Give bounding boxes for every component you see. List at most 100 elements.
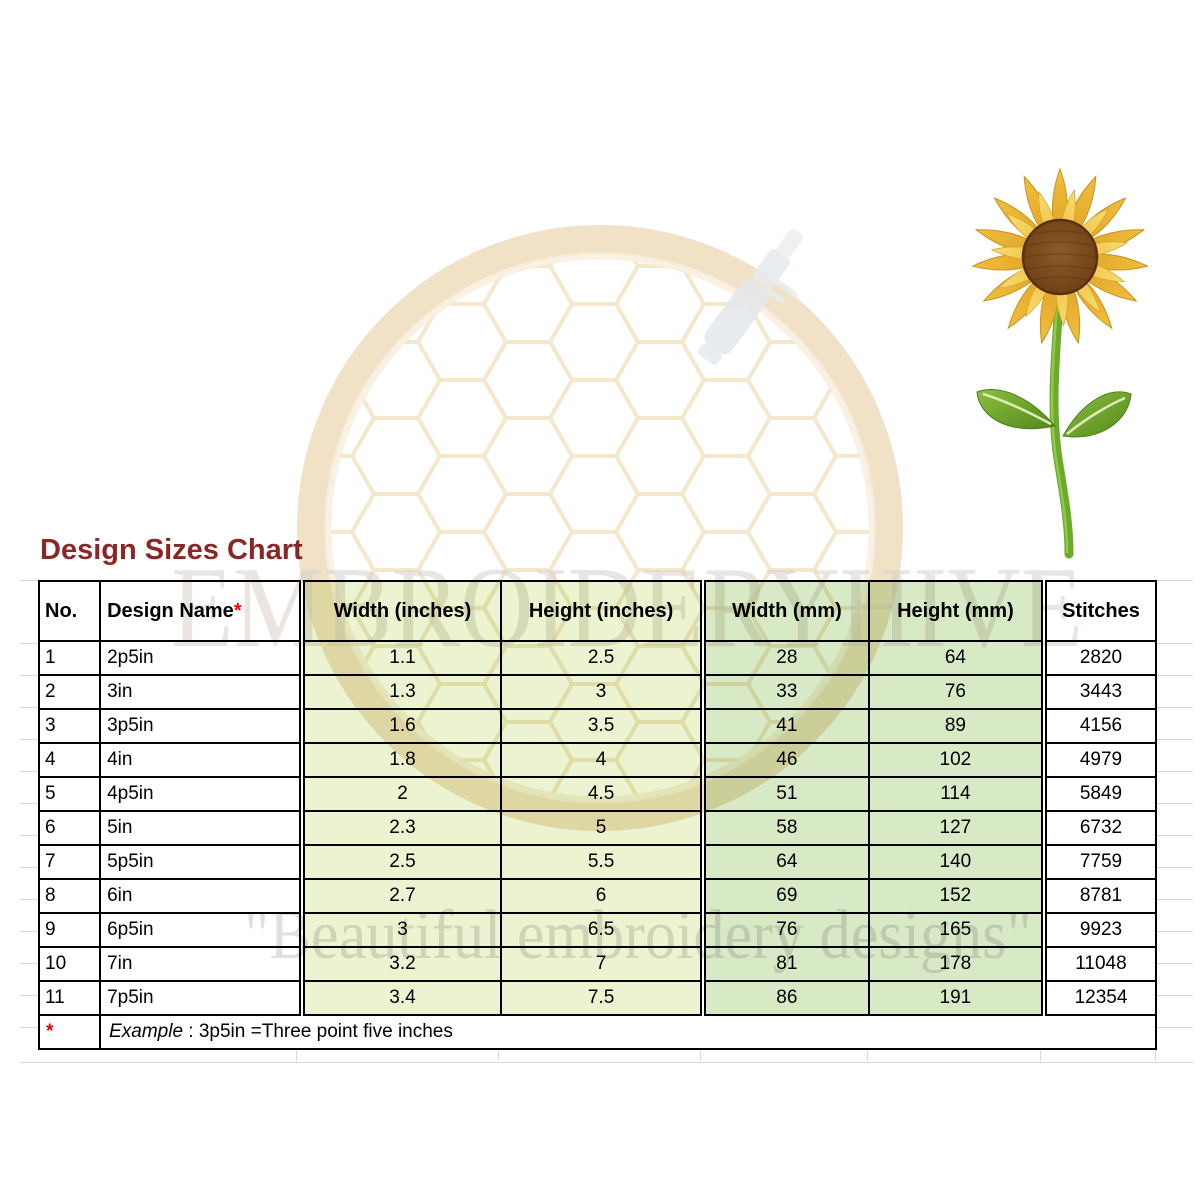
- column-header-width-mm: Width (mm): [699, 580, 870, 642]
- sunflower-leaf-left: [976, 389, 1056, 430]
- cell-w_mm: 33: [699, 674, 870, 710]
- cell-name: 3p5in: [99, 708, 303, 744]
- gridline-stubs-right: [1157, 643, 1193, 1029]
- cell-stitches: 4156: [1040, 708, 1158, 744]
- column-header-height-inches: Height (inches): [500, 580, 704, 642]
- cell-h_mm: 102: [867, 742, 1045, 778]
- cell-w_in: 1.6: [298, 708, 503, 744]
- header-row: No. Design Name* Width (inches) Height (…: [37, 580, 1158, 642]
- cell-name: 4in: [99, 742, 303, 778]
- cell-name: 5p5in: [99, 844, 303, 880]
- cell-w_mm: 69: [699, 878, 870, 914]
- table-row: 7 5p5in 2.5 5.5 64 140 7759: [37, 844, 1158, 880]
- sunflower-embroidery-image: [971, 168, 1149, 559]
- cell-no: 10: [37, 946, 102, 982]
- cell-w_in: 1.8: [298, 742, 503, 778]
- cell-h_in: 4: [500, 742, 704, 778]
- cell-w_in: 1.1: [298, 640, 503, 676]
- cell-h_mm: 114: [867, 776, 1045, 812]
- cell-stitches: 9923: [1040, 912, 1158, 948]
- cell-h_mm: 89: [867, 708, 1045, 744]
- cell-stitches: 12354: [1040, 980, 1158, 1016]
- cell-h_in: 7: [500, 946, 704, 982]
- cell-w_mm: 86: [699, 980, 870, 1016]
- cell-w_in: 3.4: [298, 980, 503, 1016]
- table-row: 8 6in 2.7 6 69 152 8781: [37, 878, 1158, 914]
- cell-w_mm: 76: [699, 912, 870, 948]
- cell-h_mm: 191: [867, 980, 1045, 1016]
- page-title: Design Sizes Chart: [40, 534, 303, 566]
- cell-w_in: 2: [298, 776, 503, 812]
- cell-h_in: 5.5: [500, 844, 704, 880]
- column-header-height-mm: Height (mm): [867, 580, 1045, 642]
- cell-stitches: 4979: [1040, 742, 1158, 778]
- cell-w_in: 3: [298, 912, 503, 948]
- table-row: 4 4in 1.8 4 46 102 4979: [37, 742, 1158, 778]
- cell-w_mm: 58: [699, 810, 870, 846]
- cell-name: 5in: [99, 810, 303, 846]
- cell-name: 7in: [99, 946, 303, 982]
- needle-icon: [697, 229, 803, 365]
- footnote-example: Example : 3p5in =Three point five inches: [99, 1014, 1157, 1050]
- cell-h_mm: 140: [867, 844, 1045, 880]
- cell-h_in: 3.5: [500, 708, 704, 744]
- design-sizes-table: No. Design Name* Width (inches) Height (…: [37, 580, 1158, 1050]
- cell-h_mm: 152: [867, 878, 1045, 914]
- cell-no: 6: [37, 810, 102, 846]
- table-row: 6 5in 2.3 5 58 127 6732: [37, 810, 1158, 846]
- cell-no: 5: [37, 776, 102, 812]
- footnote-marker: *: [37, 1014, 102, 1050]
- cell-stitches: 6732: [1040, 810, 1158, 846]
- cell-name: 7p5in: [99, 980, 303, 1016]
- cell-h_in: 6: [500, 878, 704, 914]
- cell-name: 6p5in: [99, 912, 303, 948]
- design-sizes-section: Design Sizes Chart No. Design Name* Widt…: [37, 534, 1158, 1050]
- cell-w_in: 2.5: [298, 844, 503, 880]
- cell-h_mm: 76: [867, 674, 1045, 710]
- table-row: 9 6p5in 3 6.5 76 165 9923: [37, 912, 1158, 948]
- cell-stitches: 11048: [1040, 946, 1158, 982]
- cell-stitches: 2820: [1040, 640, 1158, 676]
- gridline-stub: [19, 580, 38, 581]
- footnote-row: * Example : 3p5in =Three point five inch…: [37, 1014, 1157, 1050]
- cell-h_in: 2.5: [500, 640, 704, 676]
- cell-name: 3in: [99, 674, 303, 710]
- cell-w_mm: 46: [699, 742, 870, 778]
- cell-h_mm: 127: [867, 810, 1045, 846]
- cell-no: 4: [37, 742, 102, 778]
- cell-stitches: 3443: [1040, 674, 1158, 710]
- cell-no: 11: [37, 980, 102, 1016]
- cell-stitches: 5849: [1040, 776, 1158, 812]
- cell-stitches: 7759: [1040, 844, 1158, 880]
- gridline-bottom: [19, 1062, 1193, 1063]
- cell-w_in: 1.3: [298, 674, 503, 710]
- cell-w_mm: 81: [699, 946, 870, 982]
- cell-no: 9: [37, 912, 102, 948]
- cell-h_mm: 178: [867, 946, 1045, 982]
- gridline-stub: [1157, 580, 1193, 581]
- column-header-design-name: Design Name*: [99, 580, 303, 642]
- cell-w_mm: 51: [699, 776, 870, 812]
- gridline-stubs-left: [19, 643, 38, 1029]
- cell-w_in: 2.3: [298, 810, 503, 846]
- cell-name: 2p5in: [99, 640, 303, 676]
- cell-h_in: 3: [500, 674, 704, 710]
- cell-h_in: 7.5: [500, 980, 704, 1016]
- cell-w_in: 2.7: [298, 878, 503, 914]
- column-header-stitches: Stitches: [1040, 580, 1158, 642]
- cell-w_in: 3.2: [298, 946, 503, 982]
- cell-h_in: 6.5: [500, 912, 704, 948]
- cell-no: 8: [37, 878, 102, 914]
- cell-stitches: 8781: [1040, 878, 1158, 914]
- table-row: 1 2p5in 1.1 2.5 28 64 2820: [37, 640, 1158, 676]
- cell-name: 6in: [99, 878, 303, 914]
- column-header-no: No.: [37, 580, 102, 642]
- cell-h_in: 4.5: [500, 776, 704, 812]
- column-header-width-inches: Width (inches): [298, 580, 503, 642]
- cell-w_mm: 41: [699, 708, 870, 744]
- table-row: 5 4p5in 2 4.5 51 114 5849: [37, 776, 1158, 812]
- sunflower-leaf-right: [1062, 391, 1132, 438]
- table-row: 11 7p5in 3.4 7.5 86 191 12354: [37, 980, 1158, 1016]
- table-row: 3 3p5in 1.6 3.5 41 89 4156: [37, 708, 1158, 744]
- cell-w_mm: 28: [699, 640, 870, 676]
